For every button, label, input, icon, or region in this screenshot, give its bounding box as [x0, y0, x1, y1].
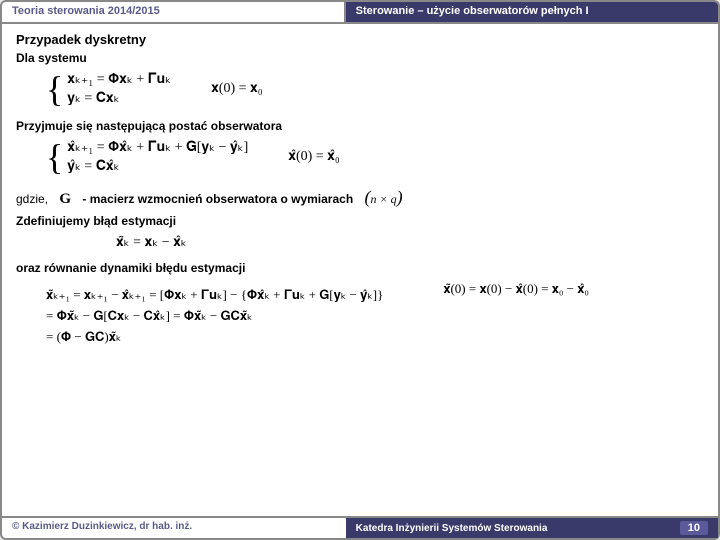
page-number: 10 [680, 521, 708, 535]
gain-prefix: gdzie, [16, 192, 48, 206]
gain-line: gdzie, G - macierz wzmocnień obserwatora… [16, 187, 704, 208]
error-eq: 𝐱̃ₖ = 𝐱ₖ − 𝐱̂ₖ [116, 234, 704, 251]
footer-left: © Kazimierz Duzinkiewicz, dr hab. inż. [2, 516, 346, 538]
obs-ic: 𝐱̂(0) = 𝐱̂₀ [288, 149, 339, 165]
gain-dim: (n × q) [365, 192, 403, 206]
dyn-line3: = (𝚽 − 𝐆𝐂)𝐱̃ₖ [46, 327, 383, 348]
sys-ic: 𝐱(0) = 𝐱₀ [211, 81, 262, 97]
system-equations: { 𝐱ₖ₊₁ = 𝚽𝐱ₖ + 𝚪𝐮ₖ 𝐲ₖ = 𝐂𝐱ₖ 𝐱(0) = 𝐱₀ [46, 71, 704, 107]
footer: © Kazimierz Duzinkiewicz, dr hab. inż. K… [2, 516, 718, 538]
dyn-line1: 𝐱̃ₖ₊₁ = 𝐱ₖ₊₁ − 𝐱̂ₖ₊₁ = [𝚽𝐱ₖ + 𝚪𝐮ₖ] − {𝚽𝐱… [46, 285, 383, 306]
observer-equations: { 𝐱̂ₖ₊₁ = 𝚽𝐱̂ₖ + 𝚪𝐮ₖ + 𝐆[𝐲ₖ − 𝐲̂ₖ] 𝐲̂ₖ =… [46, 139, 704, 175]
footer-dept: Katedra Inżynierii Systemów Sterowania [356, 523, 548, 534]
section-sub: Dla systemu [16, 51, 704, 65]
header: Teoria sterowania 2014/2015 Sterowanie –… [2, 2, 718, 24]
obs-eq2: 𝐲̂ₖ = 𝐂𝐱̂ₖ [67, 158, 248, 175]
sys-eq1: 𝐱ₖ₊₁ = 𝚽𝐱ₖ + 𝚪𝐮ₖ [67, 71, 171, 88]
obs-eq1: 𝐱̂ₖ₊₁ = 𝚽𝐱̂ₖ + 𝚪𝐮ₖ + 𝐆[𝐲ₖ − 𝐲̂ₖ] [67, 139, 248, 156]
dyn-line2: = 𝚽𝐱̃ₖ − 𝐆[𝐂𝐱ₖ − 𝐂𝐱̂ₖ] = 𝚽𝐱̃ₖ − 𝐆𝐂𝐱̃ₖ [46, 306, 383, 327]
gain-symbol: G [59, 191, 71, 207]
dynamics-intro: oraz równanie dynamiki błędu estymacji [16, 261, 704, 275]
gain-text: - macierz wzmocnień obserwatora o wymiar… [82, 192, 353, 206]
error-intro: Zdefiniujemy błąd estymacji [16, 214, 704, 228]
header-right: Sterowanie – użycie obserwatorów pełnych… [346, 2, 718, 24]
sys-eq2: 𝐲ₖ = 𝐂𝐱ₖ [67, 90, 171, 107]
dyn-ic: 𝐱̃(0) = 𝐱(0) − 𝐱̂(0) = 𝐱₀ − 𝐱̂₀ [443, 281, 589, 297]
dynamics-derivation: 𝐱̃ₖ₊₁ = 𝐱ₖ₊₁ − 𝐱̂ₖ₊₁ = [𝚽𝐱ₖ + 𝚪𝐮ₖ] − {𝚽𝐱… [16, 281, 704, 351]
header-left: Teoria sterowania 2014/2015 [2, 2, 346, 24]
content: Przypadek dyskretny Dla systemu { 𝐱ₖ₊₁ =… [2, 24, 718, 516]
section-title: Przypadek dyskretny [16, 32, 704, 47]
slide: Teoria sterowania 2014/2015 Sterowanie –… [0, 0, 720, 540]
observer-intro: Przyjmuje się następującą postać obserwa… [16, 119, 704, 133]
footer-right: Katedra Inżynierii Systemów Sterowania 1… [346, 516, 718, 538]
